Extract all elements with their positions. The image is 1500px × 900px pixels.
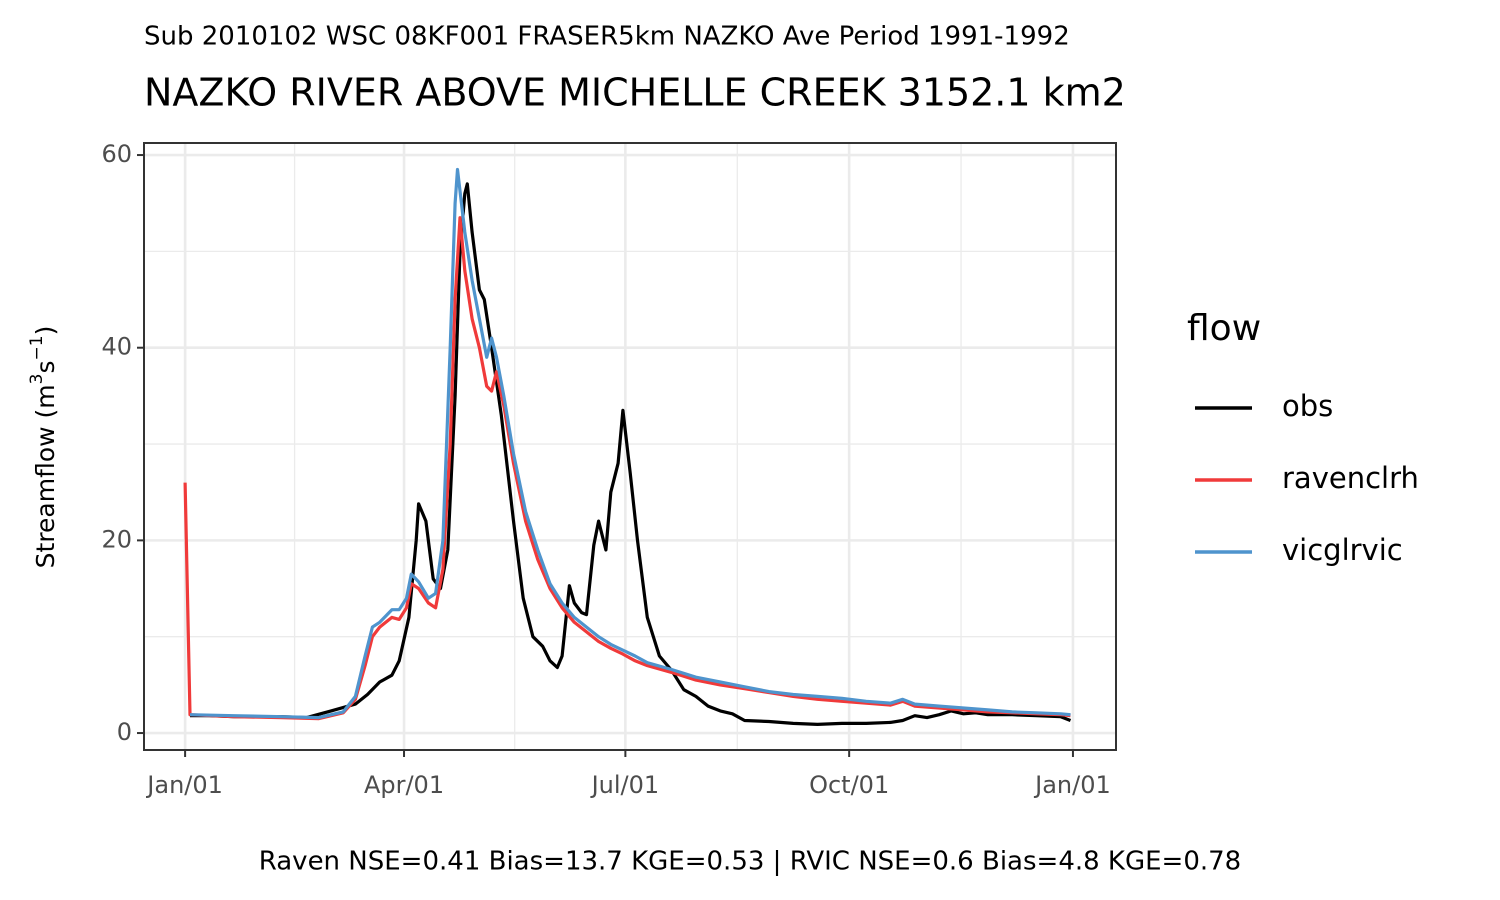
x-tick-label: Apr/01 — [364, 771, 444, 799]
legend-label: ravenclrh — [1282, 461, 1419, 495]
y-label-part: Streamflow (m — [31, 384, 60, 568]
y-tick-label: 0 — [117, 718, 132, 746]
series-line — [190, 182, 1072, 726]
x-tick-label: Jan/01 — [1033, 771, 1111, 799]
series-line — [183, 216, 1071, 721]
y-tick-label: 40 — [101, 333, 132, 361]
series-line — [189, 167, 1071, 720]
legend-title: flow — [1187, 308, 1261, 349]
y-tick-label: 60 — [101, 140, 132, 168]
legend-label: vicglrvic — [1282, 533, 1403, 567]
x-tick-label: Jan/01 — [145, 771, 223, 799]
x-tick-label: Oct/01 — [809, 771, 889, 799]
chart-title: NAZKO RIVER ABOVE MICHELLE CREEK 3152.1 … — [144, 71, 1126, 115]
y-label-part: 3 — [27, 374, 47, 385]
y-tick-label: 20 — [101, 525, 132, 553]
y-label-part: ) — [31, 326, 60, 336]
legend-label: obs — [1282, 389, 1333, 423]
plot-border — [143, 142, 1117, 751]
y-axis-label: Streamflow (m3s−1) — [27, 326, 60, 569]
y-label-part: s — [31, 360, 60, 373]
chart-subtitle: Sub 2010102 WSC 08KF001 FRASER5km NAZKO … — [144, 22, 1070, 52]
x-tick-label: Jul/01 — [590, 771, 660, 799]
caption: Raven NSE=0.41 Bias=13.7 KGE=0.53 | RVIC… — [259, 847, 1241, 877]
y-label-part: −1 — [27, 335, 47, 360]
